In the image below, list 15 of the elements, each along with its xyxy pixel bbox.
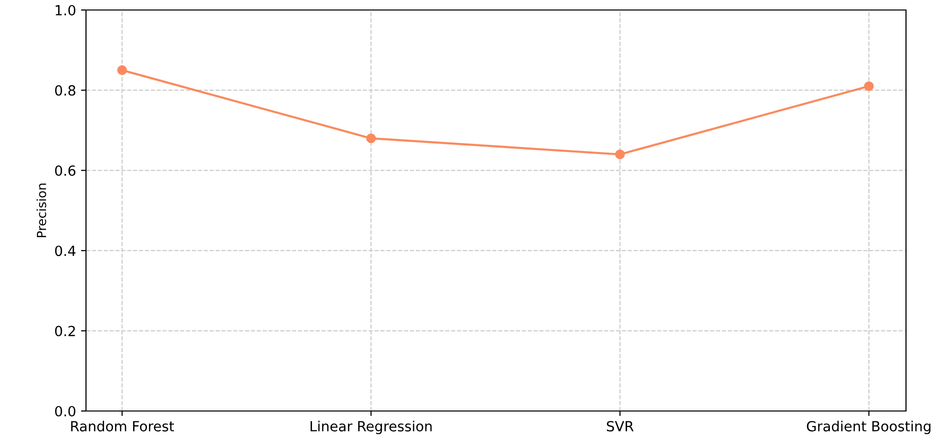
y-tick-label: 0.2 [55,326,75,336]
point [864,81,874,92]
y-axis-title: Precision [36,184,46,238]
point [366,133,376,144]
point [117,65,127,76]
y-tick-label: 0.0 [55,406,76,416]
point [615,150,625,160]
y-tick-label: 0.4 [55,246,76,256]
y-tick-label: 1.0 [56,4,76,16]
y-tick-label: 0.6 [55,165,76,176]
y-tick-label: 0.8 [55,85,76,96]
x-tick-label: Linear Regression [310,420,432,434]
x-tick-label: Random Forest [71,420,174,432]
x-tick-label: SVR [606,420,634,432]
x-tick-label: Gradient Boosting [806,420,930,434]
